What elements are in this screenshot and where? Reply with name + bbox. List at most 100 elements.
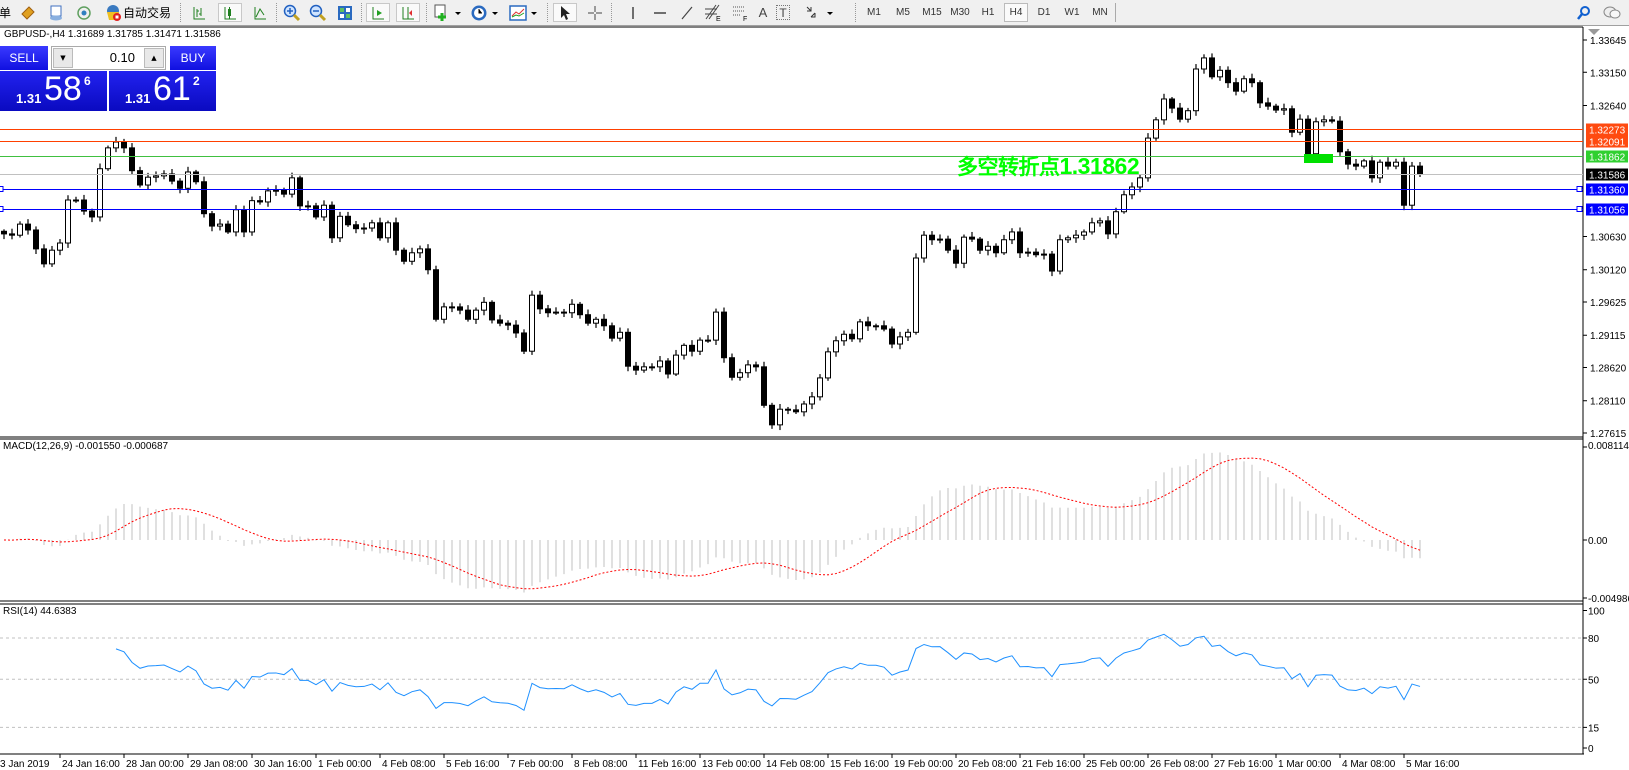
toolbar-clipped-label[interactable]: 单	[0, 6, 12, 20]
periods-icon[interactable]	[468, 3, 502, 22]
lot-size-field[interactable]: ▼ 0.10 ▲	[51, 46, 166, 70]
candle	[1353, 158, 1359, 171]
candle-body	[1041, 253, 1047, 256]
crosshair-icon[interactable]	[584, 3, 606, 22]
bar-chart-icon[interactable]	[188, 3, 210, 22]
auto-scroll-icon[interactable]	[366, 3, 390, 22]
timeframe-d1[interactable]: D1	[1037, 7, 1051, 18]
text-label-icon[interactable]: T	[776, 5, 790, 20]
candle	[1401, 157, 1407, 211]
candle-body	[1017, 231, 1023, 254]
chat-icon[interactable]	[1600, 3, 1624, 22]
chart-shift-icon[interactable]	[396, 3, 420, 22]
rsi-label: RSI(14) 44.6383	[3, 606, 77, 617]
timeframe-w1[interactable]: W1	[1064, 7, 1080, 18]
candle-body	[833, 340, 839, 353]
fibonacci-icon[interactable]: E	[702, 3, 724, 22]
candle-body	[409, 252, 415, 262]
cursor-icon[interactable]	[553, 3, 577, 22]
candle	[1273, 103, 1279, 113]
candle	[41, 244, 47, 268]
candle	[81, 194, 87, 215]
vertical-line-icon[interactable]	[622, 3, 644, 22]
candle-body	[1169, 98, 1175, 109]
candle-body	[1257, 82, 1263, 104]
line-chart-icon[interactable]	[249, 3, 271, 22]
candle-body	[41, 248, 47, 265]
horizontal-line-icon[interactable]	[649, 3, 671, 22]
auto-trading-button[interactable]: 自动交易	[122, 6, 171, 20]
candle-body	[945, 238, 951, 251]
candle	[593, 316, 599, 328]
candle-body	[1393, 161, 1399, 167]
lot-increase-button[interactable]: ▲	[144, 48, 164, 68]
candle-body	[697, 339, 703, 352]
lot-size-value[interactable]: 0.10	[109, 50, 135, 65]
text-icon[interactable]: A	[758, 5, 768, 20]
candle	[49, 245, 55, 267]
sell-button[interactable]: SELL	[0, 46, 48, 70]
timeframe-m15[interactable]: M15	[922, 7, 942, 18]
buy-button[interactable]: BUY	[170, 46, 216, 70]
auto-trading-icon[interactable]	[103, 3, 123, 22]
candle	[569, 299, 575, 318]
zoom-out-icon[interactable]	[307, 3, 329, 22]
candle-body	[1049, 253, 1055, 272]
signal-icon[interactable]	[74, 3, 94, 22]
pivot-annotation[interactable]: 多空转折点1.31862	[957, 151, 1140, 181]
trendline-icon[interactable]	[676, 3, 698, 22]
channel-icon[interactable]: F	[729, 3, 751, 22]
candle-body	[817, 377, 823, 398]
timeframe-m1[interactable]: M1	[867, 7, 881, 18]
rsi-axis-label: 15	[1588, 723, 1600, 734]
candle-body	[673, 354, 679, 375]
market-watch-icon[interactable]	[18, 3, 38, 22]
candle	[1345, 148, 1351, 170]
candle-body	[153, 175, 159, 178]
candlestick-icon[interactable]	[218, 3, 242, 22]
candle	[913, 253, 919, 335]
candle-body	[97, 168, 103, 218]
candle	[833, 336, 839, 357]
candle-body	[617, 331, 623, 339]
zoom-in-icon[interactable]	[281, 3, 303, 22]
candle	[441, 302, 447, 324]
candle-body	[937, 238, 943, 241]
price-tag-label: 1.31360	[1589, 186, 1626, 197]
search-icon[interactable]	[1573, 3, 1595, 22]
candle	[737, 368, 743, 381]
candle-body	[665, 360, 671, 375]
timeframe-m5[interactable]: M5	[896, 7, 910, 18]
candle-body	[713, 311, 719, 341]
arrows-icon[interactable]	[800, 3, 840, 22]
candle-body	[977, 238, 983, 251]
lot-decrease-button[interactable]: ▼	[53, 48, 73, 68]
candle	[217, 219, 223, 231]
candle	[113, 136, 119, 153]
indicators-icon[interactable]	[431, 3, 465, 22]
candle-body	[1273, 105, 1279, 111]
templates-icon[interactable]	[507, 3, 541, 22]
time-axis-label: 19 Feb 00:00	[894, 759, 953, 770]
timeframe-h4[interactable]: H4	[1004, 3, 1028, 22]
candle	[385, 220, 391, 243]
candle-body	[777, 408, 783, 426]
candle	[105, 145, 111, 171]
candle	[489, 300, 495, 324]
timeframe-mn[interactable]: MN	[1092, 7, 1108, 18]
candle-body	[553, 311, 559, 314]
timeframe-h1[interactable]: H1	[981, 7, 995, 18]
candle-body	[457, 306, 463, 311]
tile-windows-icon[interactable]	[334, 3, 356, 22]
sell-price-box[interactable]: 1.31 58 6	[0, 70, 107, 111]
buy-price-box[interactable]: 1.31 61 2	[109, 70, 216, 111]
timeframe-m30[interactable]: M30	[950, 7, 970, 18]
candle-body	[1377, 161, 1383, 179]
buy-price-fraction: 2	[193, 74, 200, 88]
candle-body	[865, 321, 871, 327]
terminal-icon[interactable]	[46, 3, 66, 22]
candle	[665, 358, 671, 379]
candle-body	[289, 177, 295, 195]
candle	[257, 195, 263, 205]
